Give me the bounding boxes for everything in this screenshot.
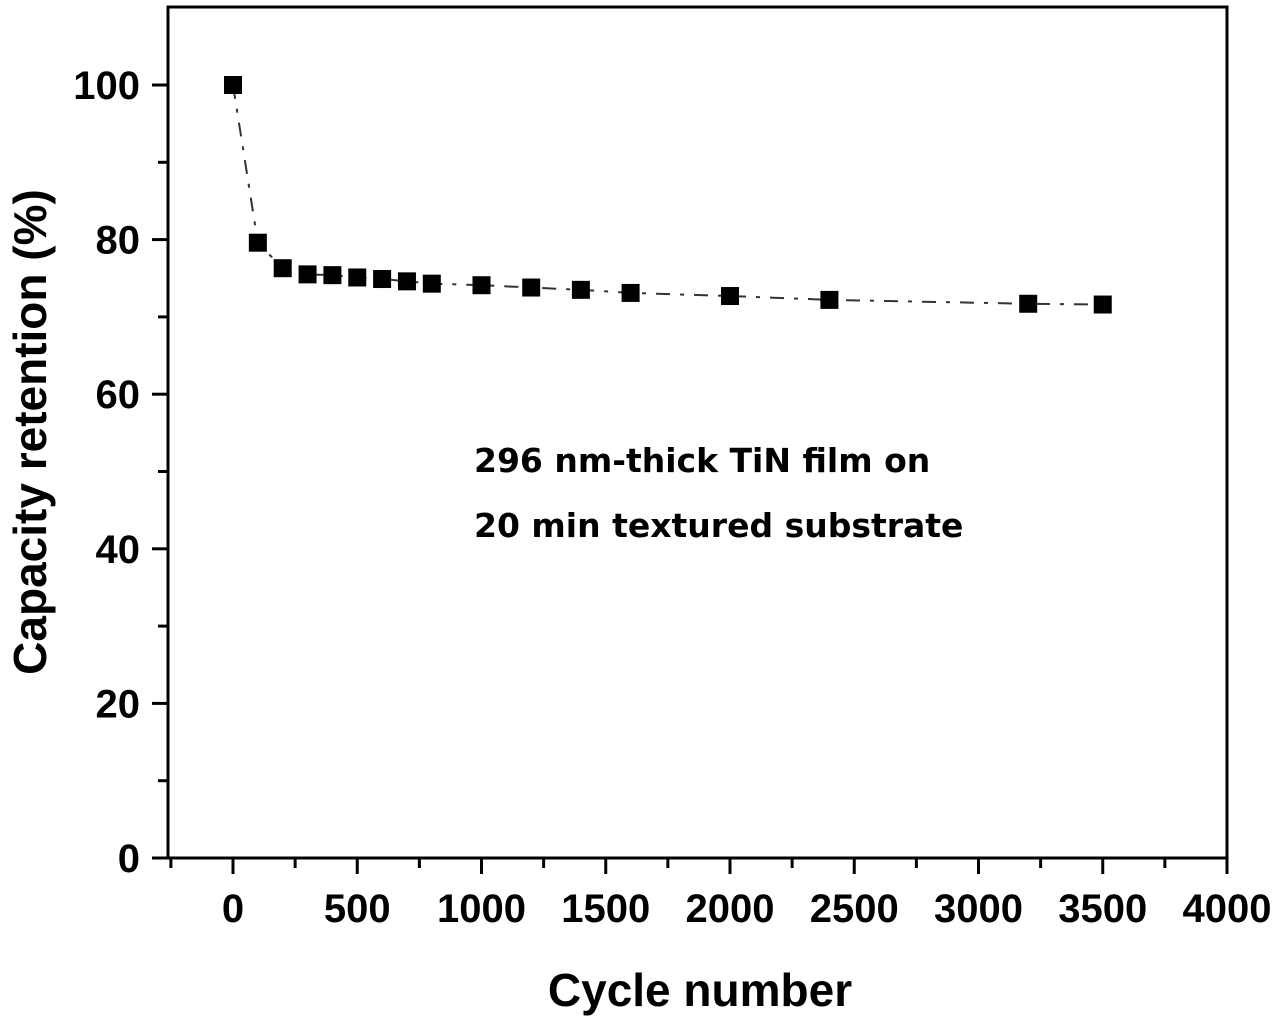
y-tick-label: 20 [96, 682, 141, 726]
data-point-marker [571, 280, 590, 299]
x-tick-label: 4000 [1183, 887, 1272, 931]
y-tick-label: 40 [96, 528, 141, 572]
data-point-marker [1093, 295, 1112, 314]
y-tick-label: 0 [118, 837, 140, 881]
x-tick-label: 2500 [810, 887, 899, 931]
data-point-marker [397, 272, 416, 291]
data-point-marker [621, 283, 640, 302]
data-point-marker [422, 274, 441, 293]
y-axis-ticks: 0 20 40 60 80 100 [73, 64, 168, 881]
x-tick-label: 3500 [1058, 887, 1147, 931]
x-tick-label: 0 [222, 887, 244, 931]
data-point-marker [522, 278, 541, 297]
data-point-marker [298, 265, 317, 284]
x-axis-title: Cycle number [548, 964, 852, 1016]
y-tick-label: 100 [73, 64, 140, 108]
annotation-line-1: 296 nm-thick TiN film on [474, 441, 930, 480]
data-point-marker [224, 76, 242, 94]
y-tick-label: 60 [96, 373, 141, 417]
x-tick-label: 2000 [686, 887, 775, 931]
x-tick-label: 500 [324, 887, 391, 931]
data-point-marker [273, 259, 292, 278]
x-tick-label: 1000 [437, 887, 526, 931]
plot-frame [166, 5, 1229, 860]
x-tick-label: 3000 [934, 887, 1023, 931]
y-tick-label: 80 [96, 219, 141, 263]
annotation-line-2: 20 min textured substrate [474, 506, 963, 545]
x-axis-ticks: 0 500 1000 1500 2000 2500 3000 3500 4000 [169, 858, 1272, 931]
data-point-marker [348, 268, 367, 287]
data-point-marker [1019, 294, 1038, 313]
x-tick-label: 1500 [561, 887, 650, 931]
data-point-marker [721, 287, 739, 306]
data-point-marker [373, 270, 392, 289]
data-point-marker [323, 266, 342, 285]
data-point-marker [248, 233, 267, 252]
plot-border [166, 5, 1229, 860]
data-point-marker [472, 276, 491, 295]
y-axis-title: Capacity retention (%) [4, 189, 56, 675]
series-markers [224, 76, 1112, 314]
data-point-marker [820, 290, 839, 309]
